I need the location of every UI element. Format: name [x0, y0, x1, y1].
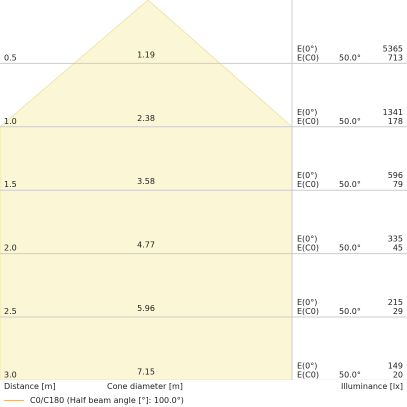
- cone-diameter-label: 1.19: [137, 50, 155, 59]
- e0-value: 596: [388, 171, 403, 180]
- legend: C0/C180 (Half beam angle [°]: 100.0°): [4, 396, 184, 405]
- ec0-label: E(C0): [297, 53, 319, 62]
- e0-value: 1341: [383, 108, 403, 117]
- e0-value: 215: [388, 298, 403, 307]
- ec0-value: 20: [393, 370, 403, 379]
- e0-label: E(0°): [297, 44, 317, 53]
- ec0-value: 45: [393, 244, 403, 253]
- e0-label: E(0°): [297, 298, 317, 307]
- e0-value: 335: [388, 235, 403, 244]
- angle-label: 50.0°: [339, 117, 361, 126]
- angle-label: 50.0°: [339, 53, 361, 62]
- angle-label: 50.0°: [339, 244, 361, 253]
- cone-diameter-label: 4.77: [137, 241, 155, 250]
- ec0-value: 79: [393, 180, 403, 189]
- angle-label: 50.0°: [339, 180, 361, 189]
- e0-label: E(0°): [297, 171, 317, 180]
- cone-diameter-axis-label: Cone diameter [m]: [107, 382, 183, 391]
- cone-diameter-label: 3.58: [137, 177, 155, 186]
- distance-tick-label: 1.5: [4, 180, 17, 189]
- e0-label: E(0°): [297, 235, 317, 244]
- e0-value: 149: [388, 361, 403, 370]
- cone-diameter-label: 7.15: [137, 367, 155, 376]
- cone-diameter-label: 2.38: [137, 114, 155, 123]
- legend-line-swatch: [4, 400, 24, 401]
- e0-label: E(0°): [297, 108, 317, 117]
- e0-label: E(0°): [297, 361, 317, 370]
- legend-label: C0/C180 (Half beam angle [°]: 100.0°): [30, 396, 184, 405]
- ec0-label: E(C0): [297, 180, 319, 189]
- angle-label: 50.0°: [339, 307, 361, 316]
- distance-axis-label: Distance [m]: [4, 382, 56, 391]
- distance-tick-label: 0.5: [4, 53, 17, 62]
- illuminance-axis-label: Illuminance [lx]: [341, 382, 403, 391]
- ec0-label: E(C0): [297, 244, 319, 253]
- ec0-label: E(C0): [297, 117, 319, 126]
- distance-tick-label: 1.0: [4, 117, 17, 126]
- ec0-label: E(C0): [297, 370, 319, 379]
- ec0-value: 178: [388, 117, 403, 126]
- distance-tick-label: 2.5: [4, 307, 17, 316]
- ec0-value: 29: [393, 307, 403, 316]
- cone-diameter-label: 5.96: [137, 304, 155, 313]
- angle-label: 50.0°: [339, 370, 361, 379]
- distance-tick-label: 3.0: [4, 370, 17, 379]
- ec0-value: 713: [388, 53, 403, 62]
- ec0-label: E(C0): [297, 307, 319, 316]
- distance-tick-label: 2.0: [4, 244, 17, 253]
- e0-value: 5365: [383, 44, 403, 53]
